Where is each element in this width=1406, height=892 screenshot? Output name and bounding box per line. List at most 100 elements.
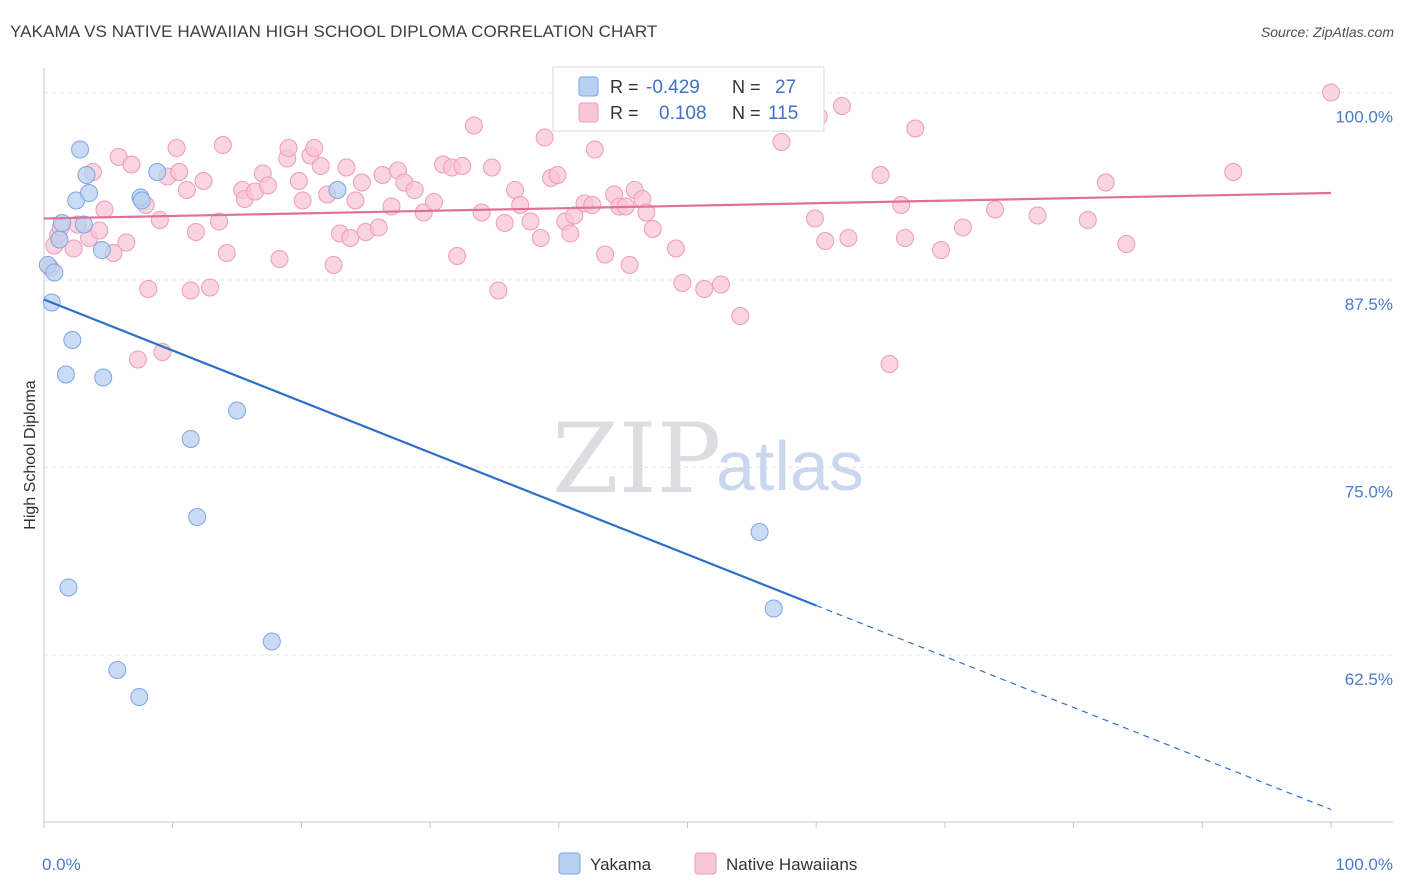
native-hawaiians-point-47 (341, 229, 360, 247)
native-hawaiians-point-99 (832, 97, 851, 115)
yakama-point-15 (108, 661, 127, 679)
native-hawaiians-point-38 (289, 172, 308, 190)
native-hawaiians-point-9 (95, 200, 114, 219)
native-hawaiians-point-62 (453, 157, 472, 175)
y-tick-labels: 62.5% 75.0% 87.5% 100.0% (1335, 108, 1393, 690)
native-hawaiians-point-100 (839, 229, 858, 247)
legend-label-yakama: Yakama (590, 855, 652, 874)
native-hawaiians-point-51 (369, 218, 388, 237)
y-tick-label-3: 100.0% (1335, 108, 1393, 127)
native-hawaiians-point-108 (986, 200, 1005, 219)
native-hawaiians-point-41 (305, 139, 324, 157)
native-hawaiians-point-58 (424, 193, 443, 211)
native-hawaiians-point-81 (596, 245, 615, 264)
native-hawaiians-point-29 (217, 244, 236, 262)
native-hawaiians-point-80 (585, 140, 604, 159)
axes (43, 68, 1393, 828)
native-hawaiians-point-66 (489, 281, 508, 300)
y-axis-label: High School Diploma (22, 380, 39, 530)
native-hawaiians-point-16 (139, 280, 158, 298)
native-hawaiians-point-98 (816, 232, 835, 250)
native-hawaiians-point-63 (464, 116, 483, 135)
gridlines (44, 92, 1393, 656)
native-hawaiians-point-74 (548, 166, 567, 184)
native-hawaiians-point-48 (346, 191, 365, 210)
native-hawaiians-point-24 (186, 223, 205, 241)
yakama-trend-line (43, 298, 817, 607)
yakama-points (38, 140, 783, 706)
watermark: ZIP atlas (552, 403, 864, 515)
native-hawaiians-point-67 (495, 214, 514, 232)
yakama-point-14 (94, 368, 113, 387)
native-hawaiians-point-101 (871, 166, 890, 184)
native-hawaiians-point-14 (128, 350, 147, 369)
native-hawaiians-point-96 (805, 209, 824, 228)
native-hawaiians-point-94 (731, 307, 750, 325)
native-hawaiians-point-85 (620, 256, 639, 274)
yakama-point-5 (56, 365, 75, 384)
native-hawaiians-point-103 (892, 196, 911, 214)
native-hawaiians-trend-line (43, 191, 1332, 220)
stats-r-label-1: R = (610, 77, 639, 97)
series-legend: Yakama Native Hawaiians (558, 852, 857, 875)
native-hawaiians-point-23 (181, 281, 200, 300)
stats-n-label-2: N = (732, 103, 761, 123)
native-hawaiians-point-27 (210, 212, 229, 231)
native-hawaiians-point-112 (1117, 235, 1136, 253)
native-hawaiians-point-8 (90, 221, 109, 240)
native-hawaiians-point-89 (643, 220, 662, 238)
yakama-point-16 (130, 688, 149, 706)
native-hawaiians-point-20 (167, 139, 186, 157)
stats-r-value-2: 0.108 (659, 103, 707, 124)
watermark-atlas: atlas (716, 427, 864, 505)
native-hawaiians-point-106 (932, 241, 951, 259)
stats-n-value-1: 27 (775, 77, 796, 98)
native-hawaiians-point-25 (194, 172, 213, 190)
yakama-trend-extension (815, 604, 1332, 811)
source-credit: Source: ZipAtlas.com (1260, 24, 1394, 40)
stats-legend: R = -0.429 N = 27 R = 0.108 N = 115 (552, 66, 825, 132)
native-hawaiians-point-44 (324, 256, 343, 274)
native-hawaiians-point-88 (637, 203, 656, 222)
native-hawaiians-point-46 (337, 158, 356, 177)
stats-r-label-2: R = (610, 103, 639, 123)
yakama-point-9 (71, 140, 90, 159)
native-hawaiians-point-52 (373, 166, 392, 184)
stats-n-value-2: 115 (768, 103, 798, 124)
stats-swatch-hawaiian (578, 102, 599, 123)
native-hawaiians-point-39 (293, 191, 312, 210)
native-hawaiians-point-114 (1322, 83, 1340, 102)
yakama-point-19 (148, 163, 167, 181)
native-hawaiians-point-34 (258, 176, 277, 195)
native-hawaiians-point-91 (673, 274, 692, 292)
native-hawaiians-point-61 (448, 247, 467, 265)
yakama-point-7 (63, 331, 82, 349)
native-hawaiians-point-71 (531, 229, 550, 247)
yakama-point-2 (45, 263, 64, 282)
native-hawaiians-point-64 (472, 203, 491, 222)
legend-swatch-hawaiian (694, 852, 717, 875)
yakama-point-20 (181, 430, 200, 448)
native-hawaiians-point-56 (405, 181, 424, 199)
stats-n-label-1: N = (732, 77, 761, 97)
native-hawaiians-point-95 (772, 133, 791, 151)
native-hawaiians-point-76 (561, 224, 580, 243)
native-hawaiians-point-4 (64, 239, 83, 258)
native-hawaiians-point-102 (880, 355, 899, 373)
yakama-point-13 (92, 241, 111, 259)
yakama-point-26 (764, 599, 783, 618)
x-tick-label-min: 0.0% (42, 855, 81, 874)
x-tick-labels: 0.0% 100.0% (42, 855, 1393, 874)
native-hawaiians-point-49 (352, 173, 371, 192)
native-hawaiians-point-13 (122, 155, 141, 174)
yakama-point-6 (59, 578, 78, 597)
legend-label-hawaiian: Native Hawaiians (726, 855, 857, 874)
native-hawaiians-point-22 (177, 181, 196, 199)
native-hawaiians-point-111 (1096, 173, 1115, 192)
native-hawaiians-point-105 (906, 119, 925, 138)
yakama-point-24 (328, 181, 347, 199)
native-hawaiians-point-72 (535, 128, 554, 147)
native-hawaiians-point-70 (521, 212, 540, 231)
yakama-point-3 (50, 230, 69, 249)
legend-swatch-yakama (558, 852, 581, 875)
